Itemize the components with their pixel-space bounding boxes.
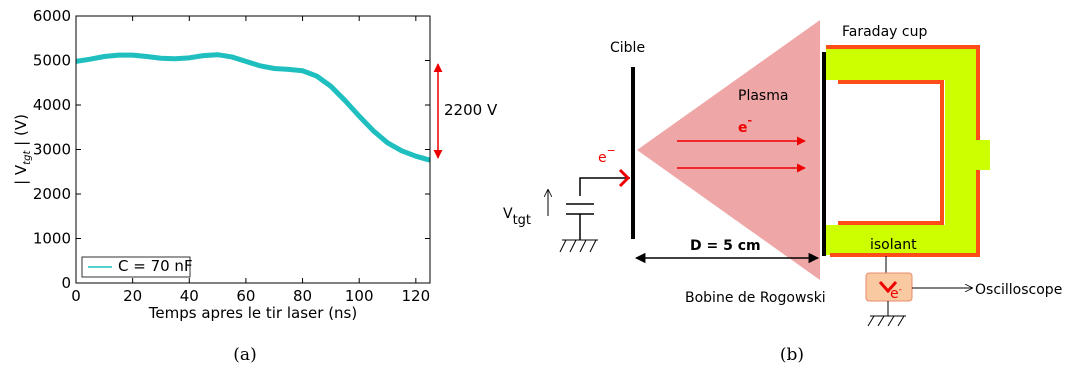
y-tick-label: 2000 — [33, 185, 71, 203]
y-axis-label: | Vtgt | (V) — [12, 114, 33, 185]
label: isolant — [870, 237, 917, 253]
wire — [579, 177, 630, 196]
x-axis-label: Temps apres le tir laser (ns) — [148, 304, 357, 322]
label: e- — [890, 285, 902, 302]
label: Bobine de Rogowski — [685, 290, 826, 306]
chart-a: 0 1000 2000 3000 4000 5000 6000 0 20 40 60 80 100 120… — [12, 7, 498, 322]
faraday-cup — [826, 47, 978, 255]
plot-frame — [75, 15, 431, 284]
label: Faraday cup — [842, 24, 927, 40]
y-axis-label-part: | (V) — [12, 114, 30, 151]
diagram-b: Cible Plasma e- e− Faraday cup Vtgt D = … — [503, 20, 1062, 327]
legend-box — [81, 256, 191, 278]
y-tick-label: 1000 — [33, 230, 71, 248]
cup-tab — [978, 140, 990, 170]
x-tick-label: 60 — [236, 287, 255, 305]
y-axis-label-sub: tgt — [22, 150, 33, 165]
cup-outline — [830, 170, 980, 257]
data-line — [75, 52, 431, 163]
plasma-cone — [637, 20, 820, 280]
electron-hook — [618, 168, 631, 188]
rogowski-coil — [865, 272, 913, 302]
y-tick-label: 5000 — [33, 52, 71, 70]
y-tick-label: 4000 — [33, 96, 71, 114]
y-axis-label-part: | V — [12, 164, 30, 185]
y-tick-label: 6000 — [33, 7, 71, 25]
x-tick-label: 120 — [402, 287, 431, 305]
caption: (a) — [233, 345, 256, 365]
x-tick-label: 40 — [180, 287, 199, 305]
cup-outline — [826, 45, 980, 140]
annotation: 2200 V — [444, 101, 498, 119]
ground — [867, 315, 906, 327]
y-tick-label: 0 — [61, 274, 71, 292]
x-tick-label: 100 — [345, 287, 374, 305]
label: Cible — [610, 40, 645, 56]
y-tick-label: 3000 — [33, 141, 71, 159]
label: Oscilloscope — [975, 282, 1062, 298]
label: e- — [738, 114, 752, 136]
label: Plasma — [738, 88, 788, 104]
coil-hook — [878, 281, 898, 294]
x-tick-label: 0 — [71, 287, 81, 305]
label: e− — [598, 144, 616, 166]
x-tick-label: 20 — [123, 287, 142, 305]
x-tick-label: 80 — [293, 287, 312, 305]
label: D = 5 cm — [690, 238, 761, 254]
label: Vtgt — [503, 206, 531, 228]
cup-inner — [838, 80, 944, 225]
ground — [559, 239, 598, 253]
legend-label: C = 70 nF — [118, 257, 193, 275]
caption: (b) — [780, 345, 804, 365]
